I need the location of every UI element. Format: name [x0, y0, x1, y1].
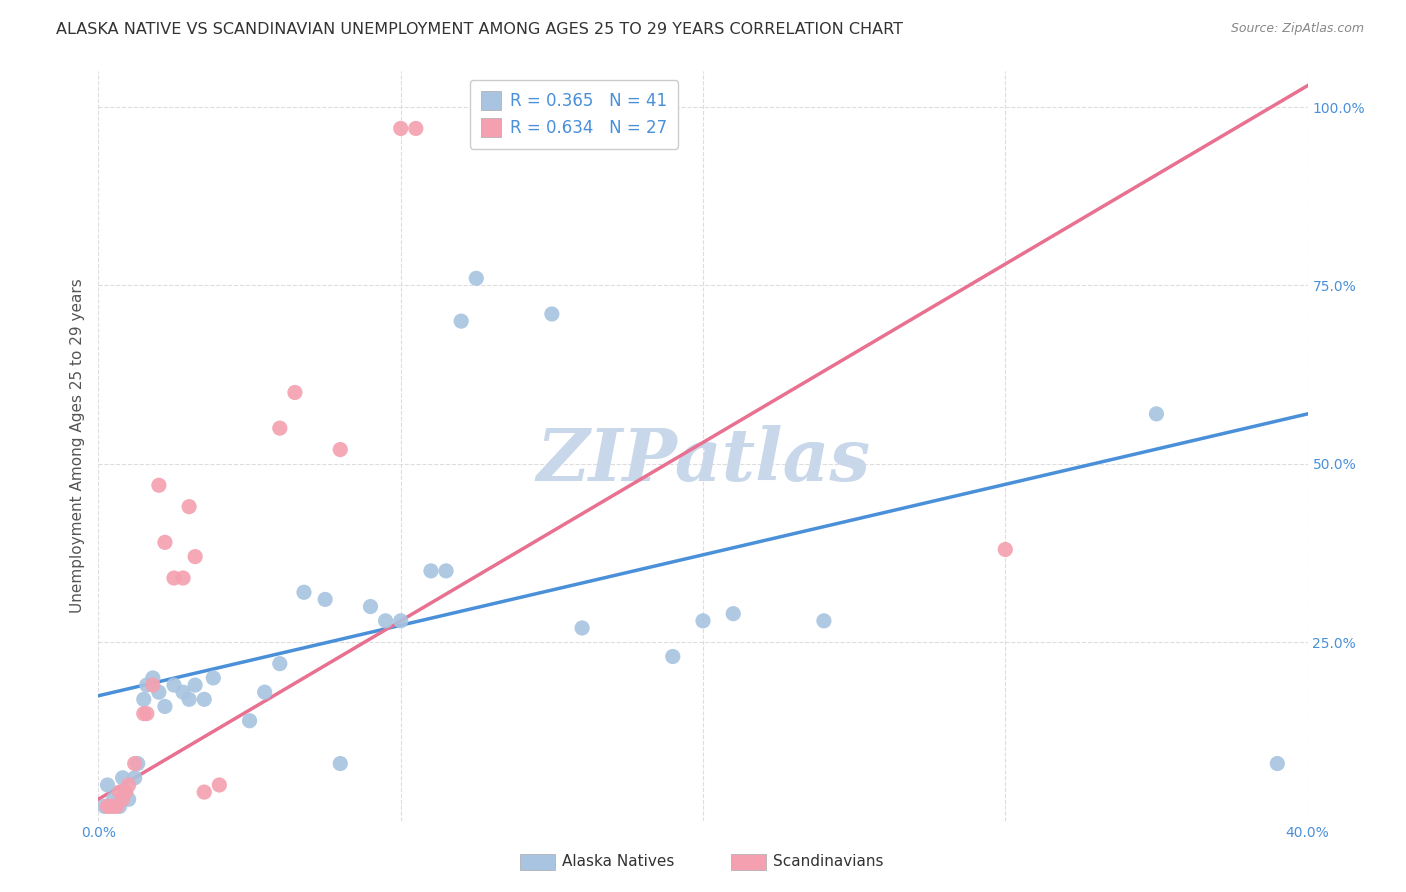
- Point: [405, 121, 427, 136]
- Text: Alaska Natives: Alaska Natives: [562, 855, 675, 869]
- Text: ALASKA NATIVE VS SCANDINAVIAN UNEMPLOYMENT AMONG AGES 25 TO 29 YEARS CORRELATION: ALASKA NATIVE VS SCANDINAVIAN UNEMPLOYME…: [56, 22, 903, 37]
- Point: [114, 785, 136, 799]
- Point: [177, 500, 201, 514]
- Point: [172, 571, 194, 585]
- Point: [153, 699, 176, 714]
- Point: [108, 785, 131, 799]
- Point: [103, 799, 125, 814]
- Point: [111, 792, 134, 806]
- Point: [135, 678, 157, 692]
- Point: [118, 778, 141, 792]
- Point: [172, 685, 194, 699]
- Point: [571, 621, 593, 635]
- Point: [208, 778, 231, 792]
- Point: [434, 564, 457, 578]
- Point: [127, 756, 149, 771]
- Point: [105, 799, 128, 814]
- Point: [163, 571, 186, 585]
- Point: [184, 549, 207, 564]
- Point: [132, 692, 155, 706]
- Point: [389, 121, 412, 136]
- Point: [114, 785, 136, 799]
- Point: [103, 792, 125, 806]
- Point: [721, 607, 744, 621]
- Point: [360, 599, 382, 614]
- Point: [118, 792, 141, 806]
- Y-axis label: Unemployment Among Ages 25 to 29 years: Unemployment Among Ages 25 to 29 years: [69, 278, 84, 614]
- Point: [132, 706, 155, 721]
- Point: [269, 421, 291, 435]
- Point: [284, 385, 307, 400]
- Point: [153, 535, 176, 549]
- Point: [994, 542, 1017, 557]
- Point: [96, 799, 118, 814]
- Point: [389, 614, 412, 628]
- Point: [142, 678, 165, 692]
- Point: [96, 778, 118, 792]
- Point: [108, 799, 131, 814]
- Point: [193, 692, 215, 706]
- Point: [124, 756, 146, 771]
- Point: [329, 756, 352, 771]
- Point: [93, 799, 115, 814]
- Point: [142, 671, 165, 685]
- Point: [100, 799, 122, 814]
- Point: [239, 714, 262, 728]
- Point: [269, 657, 291, 671]
- Text: Scandinavians: Scandinavians: [773, 855, 884, 869]
- Point: [1144, 407, 1167, 421]
- Point: [1265, 756, 1288, 771]
- Point: [148, 478, 170, 492]
- Point: [177, 692, 201, 706]
- Point: [314, 592, 336, 607]
- Text: ZIPatlas: ZIPatlas: [536, 425, 870, 497]
- Point: [692, 614, 714, 628]
- Point: [111, 771, 134, 785]
- Point: [540, 307, 562, 321]
- Point: [374, 614, 396, 628]
- Point: [450, 314, 472, 328]
- Point: [124, 771, 146, 785]
- Point: [813, 614, 835, 628]
- Text: Source: ZipAtlas.com: Source: ZipAtlas.com: [1230, 22, 1364, 36]
- Point: [292, 585, 315, 599]
- Point: [465, 271, 488, 285]
- Point: [184, 678, 207, 692]
- Point: [419, 564, 441, 578]
- Legend: R = 0.365   N = 41, R = 0.634   N = 27: R = 0.365 N = 41, R = 0.634 N = 27: [470, 79, 678, 149]
- Point: [202, 671, 225, 685]
- Point: [661, 649, 683, 664]
- Point: [135, 706, 157, 721]
- Point: [163, 678, 186, 692]
- Point: [253, 685, 276, 699]
- Point: [148, 685, 170, 699]
- Point: [329, 442, 352, 457]
- Point: [193, 785, 215, 799]
